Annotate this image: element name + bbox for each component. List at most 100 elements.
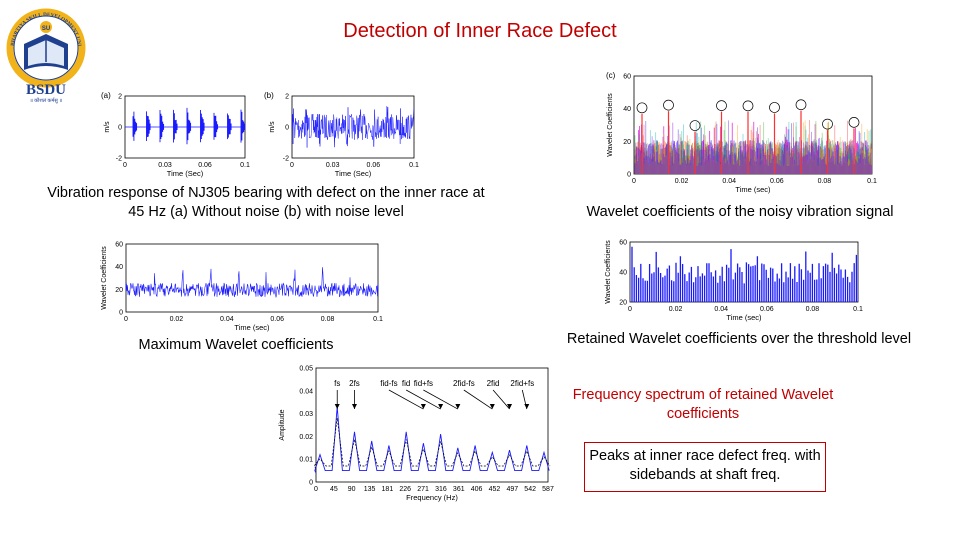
x-tick-label: 0.1	[373, 316, 383, 323]
peak-marker-circle	[795, 99, 807, 111]
x-tick-label: 0.06	[770, 178, 784, 185]
x-axis-label: Time (Sec)	[335, 169, 372, 178]
peaks-note-text: Peaks at inner race defect freq. with si…	[589, 448, 821, 483]
y-tick-label: 60	[623, 74, 631, 81]
plot-frame	[291, 95, 415, 159]
x-tick-label: 0.03	[158, 162, 172, 169]
wavelet-series	[634, 120, 873, 174]
y-axis-label: Wavelet Coefficients	[607, 93, 614, 157]
peak-label: 2fid	[487, 379, 500, 388]
svg-text:BSDU: BSDU	[26, 82, 66, 98]
peak-arrow	[492, 389, 510, 410]
y-tick-label: 0	[309, 480, 313, 487]
y-tick-label: 0.05	[299, 366, 313, 373]
x-tick-label: 181	[382, 486, 394, 493]
x-tick-label: 361	[453, 486, 465, 493]
plot-c-wavelet-coefficients: 60 40 20 0 0 0.02 0.04 0.06 0.08 0.1 Time (sec) Wav…	[600, 66, 880, 194]
university-logo: BHARTIYA SKILL DEVELOPMENT UNIVERSITY SU…	[0, 0, 90, 104]
y-tick-label: 40	[619, 270, 627, 277]
y-tick-label: 20	[623, 139, 631, 146]
x-tick-label: 406	[471, 486, 483, 493]
plot-max-wavelet-coefficients: 60 40 20 0 0 0.02 0.04 0.06 0.08 0.1 Time (sec) Wav…	[98, 236, 390, 334]
max-wavelet-caption: Maximum Wavelet coefficients	[138, 337, 334, 353]
x-tick-label: 542	[524, 486, 536, 493]
svg-text:SU: SU	[42, 26, 50, 32]
y-tick-label: 0.04	[299, 388, 313, 395]
x-tick-label: 0.04	[722, 178, 736, 185]
panel-label: (b)	[264, 91, 274, 100]
y-axis-label: Wavelet Coefficients	[605, 240, 612, 304]
x-tick-label: 0	[314, 486, 318, 493]
y-tick-label: 40	[623, 106, 631, 113]
x-tick-label: 0	[290, 162, 294, 169]
y-axis-label: m/s	[269, 121, 276, 133]
y-tick-label: 0.02	[299, 434, 313, 441]
x-tick-label: 0.08	[321, 316, 335, 323]
x-tick-label: 497	[506, 486, 518, 493]
y-tick-label: 20	[619, 300, 627, 307]
y-tick-label: 0.03	[299, 411, 313, 418]
peak-marker-circle	[822, 118, 833, 130]
x-tick-label: 0.06	[760, 306, 774, 313]
peak-label: fid	[402, 379, 410, 388]
plot-retained-wavelet-coefficients: 60 40 20 0 0.02 0.04 0.06 0.08 0.1 Time (sec) Wave…	[600, 236, 868, 323]
plot-a-clean-vibration: 2 0 -2 0 0.03 0.06 0.1 Time (Sec) m/s (a)	[95, 84, 255, 182]
y-tick-label: 0	[118, 125, 122, 132]
arrow-head	[351, 404, 357, 410]
x-tick-label: 0.08	[818, 178, 832, 185]
x-tick-label: 226	[399, 486, 411, 493]
x-tick-label: 0.06	[198, 162, 212, 169]
y-tick-label: -2	[116, 156, 122, 163]
arrow-head	[420, 404, 426, 410]
x-axis-label: Frequency (Hz)	[406, 493, 458, 502]
x-axis-label: Time (Sec)	[167, 169, 204, 178]
peak-marker-circle	[636, 102, 648, 114]
x-tick-label: 0.02	[170, 316, 184, 323]
x-tick-label: 316	[435, 486, 447, 493]
y-tick-label: 60	[115, 242, 123, 249]
spectrum-dashed-line	[313, 417, 551, 469]
arrow-head	[334, 404, 340, 410]
x-tick-label: 135	[364, 486, 376, 493]
x-tick-label: 0.1	[867, 178, 877, 185]
x-tick-label: 0	[632, 178, 636, 185]
peak-label: 2fid-fs	[453, 379, 475, 388]
peak-label: 2fid+fs	[510, 379, 534, 388]
arrow-head	[455, 404, 461, 410]
peak-arrow	[463, 389, 493, 410]
x-tick-label: 90	[348, 486, 356, 493]
max-coefficient-line	[125, 267, 379, 299]
x-tick-label: 0.04	[714, 306, 728, 313]
svg-text:॥ कौशलं कर्मसु ॥: ॥ कौशलं कर्मसु ॥	[30, 97, 62, 104]
peak-marker-circle	[716, 100, 727, 111]
plot-frame	[315, 367, 549, 483]
peak-arrow	[405, 389, 441, 410]
vibration-caption: Vibration response of NJ305 bearing with…	[47, 185, 485, 220]
plot-frame	[125, 243, 379, 313]
x-tick-label: 0.08	[806, 306, 820, 313]
peak-marker-circle	[769, 102, 780, 113]
y-tick-label: 0.01	[299, 457, 313, 464]
x-tick-label: 0.1	[409, 162, 419, 169]
retained-coefficient-bars	[631, 246, 858, 302]
arrow-head	[489, 404, 495, 410]
x-tick-label: 0.1	[240, 162, 250, 169]
x-tick-label: 0.02	[669, 306, 683, 313]
y-tick-label: 60	[619, 240, 627, 247]
x-tick-label: 0	[123, 162, 127, 169]
plot-frequency-spectrum: 0.05 0.04 0.03 0.02 0.01 0 0 45 90 135 181 226 271 31…	[272, 360, 558, 514]
peak-marker-circle	[742, 100, 754, 112]
peak-label: fid+fs	[414, 379, 433, 388]
y-tick-label: 2	[285, 94, 289, 101]
x-tick-label: 587	[542, 486, 554, 493]
y-tick-label: 40	[115, 264, 123, 271]
x-tick-label: 271	[417, 486, 429, 493]
x-tick-label: 0.06	[270, 316, 284, 323]
arrow-head	[507, 404, 513, 410]
panel-label: (c)	[606, 71, 616, 80]
y-tick-label: -2	[283, 156, 289, 163]
x-tick-label: 45	[330, 486, 338, 493]
x-axis-label: Time (sec)	[726, 313, 762, 322]
plot-b-noisy-vibration: 2 0 -2 0 0.03 0.06 0.1 Time (Sec) m/s (b)	[258, 84, 422, 182]
arrow-head	[524, 404, 530, 410]
